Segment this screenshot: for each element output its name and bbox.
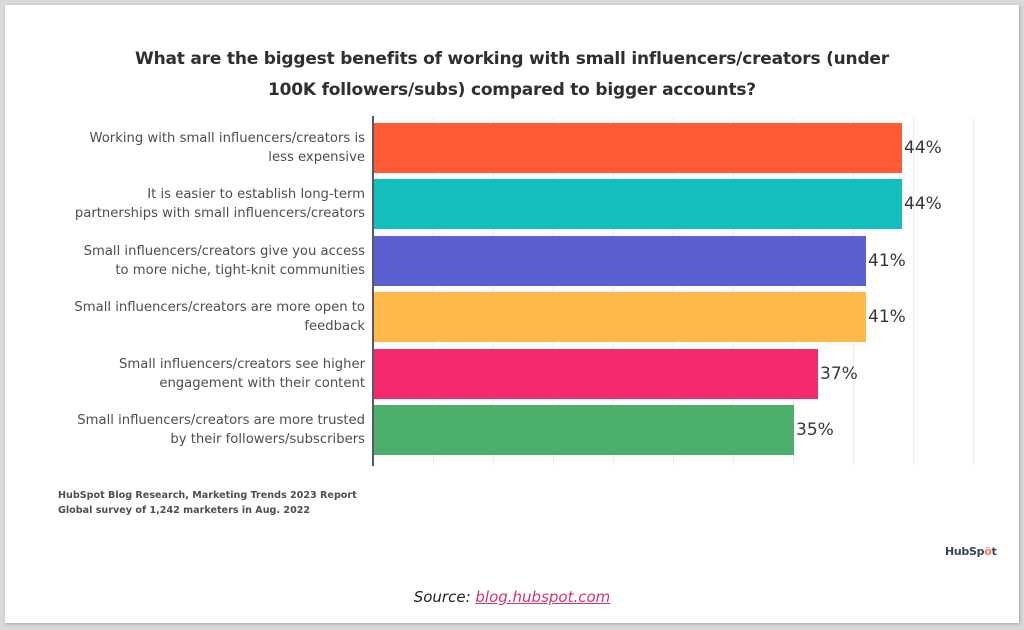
sprocket-icon: ö — [984, 545, 992, 558]
bar[interactable] — [374, 123, 902, 173]
category-label: Small influencers/creators give you acce… — [40, 242, 365, 280]
category-label: Small influencers/creators see higher eng… — [40, 355, 365, 393]
gridline — [733, 118, 734, 465]
gridline — [793, 118, 794, 465]
bar-value-label: 44% — [904, 138, 942, 158]
category-label: Small influencers/creators are more trus… — [40, 411, 365, 449]
source-link[interactable]: blog.hubspot.com — [475, 588, 611, 606]
category-label-line: Small influencers/creators see higher — [119, 356, 365, 372]
gridline — [913, 118, 914, 465]
category-label-line: feedback — [304, 319, 365, 335]
category-label-line: less expensive — [268, 150, 365, 165]
category-label-line: partnerships with small influencers/crea… — [74, 206, 365, 222]
category-label-line: to more niche, tight-knit communities — [115, 262, 365, 278]
category-label: Small influencers/creators are more open… — [40, 298, 365, 336]
source-credit: Source: blog.hubspot.com — [0, 588, 1024, 606]
bar[interactable] — [374, 235, 866, 286]
bar-value-label: 44% — [904, 194, 942, 215]
gridline — [853, 118, 854, 465]
category-label-line: Small influencers/creators are more trus… — [77, 413, 365, 428]
category-label-line: Small influencers/creators are more open… — [74, 300, 365, 316]
category-label-line: Small influencers/creators give you acce… — [83, 243, 365, 259]
bar-value-label: 41% — [868, 250, 906, 271]
gridline — [553, 118, 554, 465]
footnote-line-2: Global survey of 1,242 marketers in Aug.… — [58, 505, 311, 516]
category-label-line: It is easier to establish long-term — [147, 187, 365, 203]
bar-value-label: 37% — [820, 363, 858, 384]
bar[interactable] — [374, 292, 866, 343]
gridline — [973, 118, 974, 465]
chart-title-line-2: 100K followers/subs) compared to bigger … — [268, 80, 756, 100]
category-label-line: by their followers/subscribers — [170, 432, 365, 447]
category-label-line: engagement with their content — [159, 375, 365, 391]
bar-value-label: 35% — [796, 420, 834, 440]
gridline — [673, 118, 674, 465]
bar[interactable] — [374, 405, 794, 455]
bar[interactable] — [374, 348, 818, 399]
bar-value-label: 41% — [868, 307, 906, 328]
logo-text: HubSp — [945, 545, 985, 558]
source-prefix: Source: — [413, 588, 476, 606]
gridline — [433, 118, 434, 465]
category-label: It is easier to establish long-term partn… — [40, 185, 365, 223]
footnote: HubSpot Blog Research, Marketing Trends … — [58, 488, 357, 518]
chart-title-line-1: What are the biggest benefits of working… — [135, 49, 889, 69]
chart-title: What are the biggest benefits of working… — [0, 44, 1024, 106]
category-label: Working with small influencers/creators … — [40, 129, 365, 167]
gridline — [613, 118, 614, 465]
logo-text-end: t — [991, 545, 997, 558]
y-axis-line — [372, 116, 374, 466]
bar[interactable] — [374, 179, 902, 230]
footnote-line-1: HubSpot Blog Research, Marketing Trends … — [58, 490, 357, 501]
hubspot-logo: HubSpöt — [945, 545, 997, 558]
gridline — [493, 118, 494, 465]
category-label-line: Working with small influencers/creators … — [89, 131, 365, 146]
